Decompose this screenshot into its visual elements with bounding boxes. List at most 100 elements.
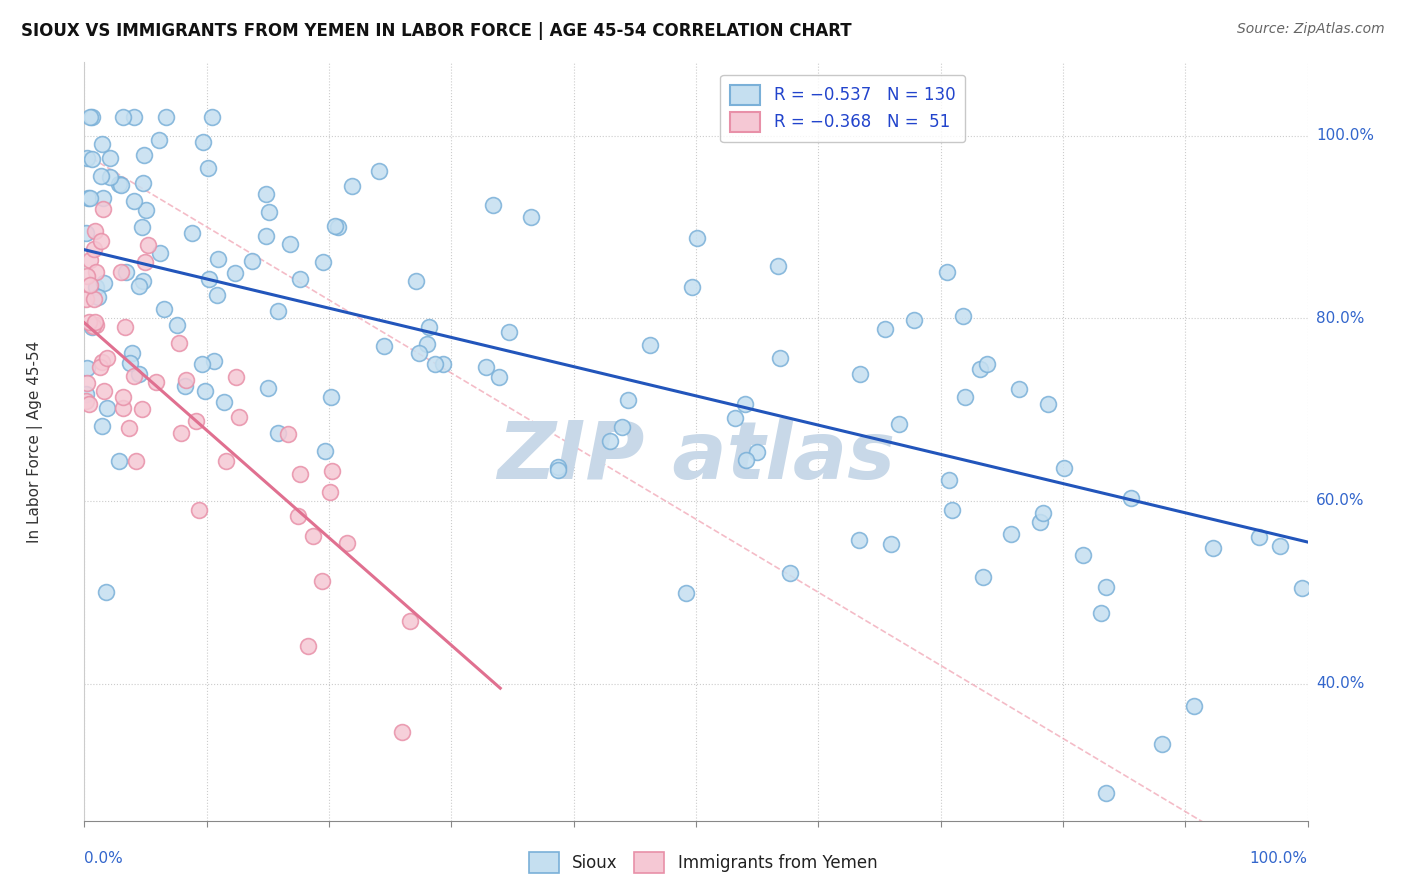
Point [724,411,747,425]
Point [83,242,105,256]
Point [135,203,157,218]
Point [903,312,925,326]
Point [77,315,100,329]
Point [976,358,998,372]
Point [287,509,309,524]
Point [1247,530,1270,544]
Point [616,392,638,407]
Point [312,254,335,268]
Point [488,369,510,384]
Point [225,369,247,384]
Text: In Labor Force | Age 45-54: In Labor Force | Age 45-54 [28,341,44,542]
Point [110,178,132,193]
Point [201,110,224,124]
Point [79,110,101,124]
Text: Source: ZipAtlas.com: Source: ZipAtlas.com [1237,22,1385,37]
Point [215,453,238,467]
Point [326,220,349,235]
Point [408,345,430,359]
Point [423,357,446,371]
Point [108,454,131,468]
Point [849,367,872,381]
Point [405,274,427,288]
Point [111,390,134,404]
Point [82,318,104,333]
Point [124,194,146,208]
Point [734,397,756,411]
Point [191,357,214,371]
Point [75,292,97,306]
Point [84,318,107,332]
Point [259,205,281,219]
Point [94,585,117,599]
Point [482,198,505,212]
Point [93,276,115,290]
Point [1202,541,1225,556]
Point [610,420,633,434]
Point [301,529,323,543]
Point [321,390,343,404]
Point [240,253,263,268]
Point [115,265,138,279]
Point [941,503,963,517]
Point [90,136,112,151]
Point [167,336,190,351]
Point [149,246,172,260]
Point [416,337,439,351]
Point [79,277,101,292]
Point [90,354,112,368]
Point [399,615,422,629]
Point [166,318,188,332]
Point [80,110,103,124]
Point [122,368,145,383]
Point [1291,581,1313,595]
Point [136,238,159,252]
Point [132,147,155,161]
Point [254,229,277,244]
Point [83,315,105,329]
Point [125,454,148,468]
Point [174,373,197,387]
Point [90,419,112,434]
Point [202,354,225,368]
Point [953,390,976,404]
Point [1090,606,1112,620]
Point [75,226,97,240]
Point [734,453,756,467]
Point [952,309,974,323]
Point [321,464,343,478]
Point [277,426,299,441]
Point [89,359,111,374]
Point [547,459,569,474]
Point [297,639,319,653]
Point [972,570,994,584]
Point [887,417,910,431]
Point [80,153,103,167]
Point [318,484,340,499]
Point [93,202,115,216]
Point [98,170,121,185]
Point [93,384,115,398]
Point [76,191,98,205]
Point [131,401,153,416]
Point [90,234,112,248]
Point [323,219,346,234]
Point [110,264,132,278]
Point [681,279,703,293]
Point [132,274,155,288]
Point [90,169,112,183]
Point [79,190,101,204]
Point [1270,539,1292,553]
Point [76,269,98,284]
Point [96,401,118,415]
Point [935,265,957,279]
Point [1121,491,1143,506]
Point [75,387,97,401]
Point [779,566,801,581]
Point [373,339,395,353]
Point [186,414,208,428]
Point [131,219,153,234]
Point [1032,506,1054,520]
Point [84,224,107,238]
Legend: R = −0.537   N = 130, R = −0.368   N =  51: R = −0.537 N = 130, R = −0.368 N = 51 [720,75,966,142]
